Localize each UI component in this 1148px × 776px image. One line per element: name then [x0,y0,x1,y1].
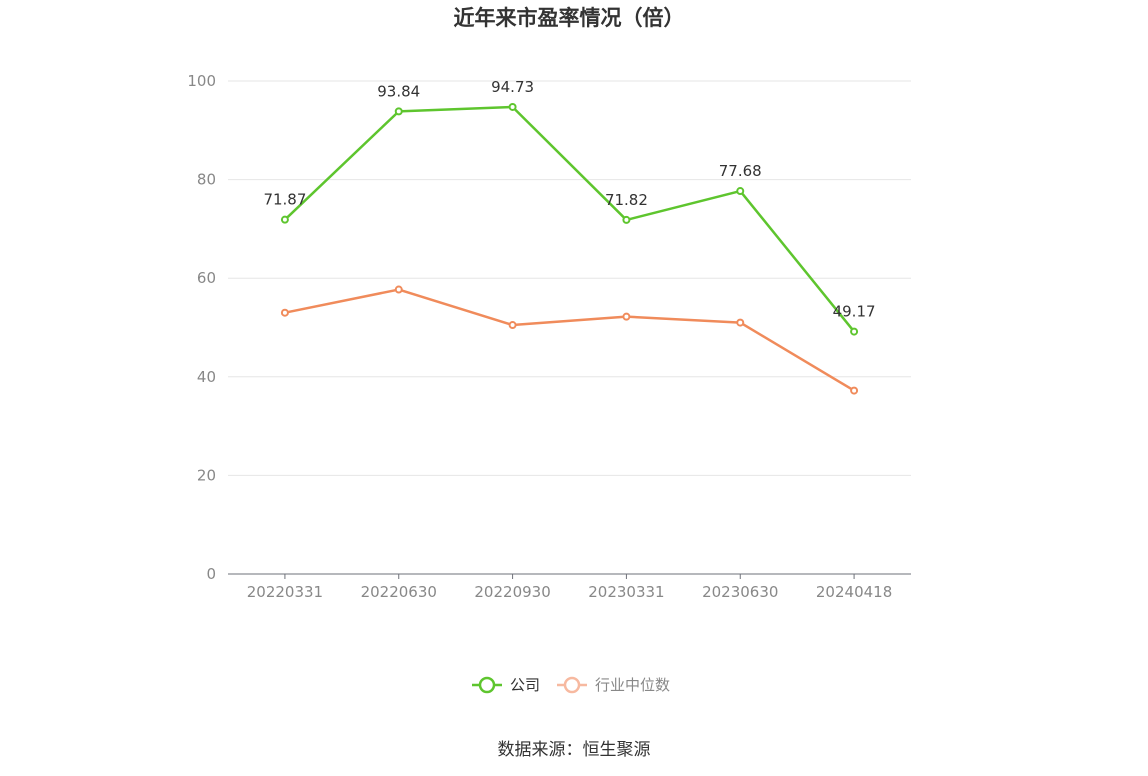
data-label: 93.84 [377,82,420,100]
legend-label: 行业中位数 [595,676,670,694]
data-point[interactable] [850,327,859,336]
data-point[interactable] [394,285,403,294]
legend: 公司 行业中位数 [472,676,670,694]
x-tick-label: 20240418 [816,583,892,601]
series-company: 71.87 93.84 94.73 71.82 77.68 49.17 [263,78,876,336]
legend-item-industry-median[interactable]: 行业中位数 [557,676,670,694]
data-point[interactable] [280,308,289,317]
data-label: 94.73 [491,78,534,96]
legend-label: 公司 [510,676,540,694]
data-label: 71.87 [263,191,306,209]
data-point[interactable] [736,318,745,327]
legend-marker-icon [563,676,581,694]
series-line [284,288,855,392]
y-tick-label: 100 [187,72,216,90]
y-axis: 0 20 40 60 80 100 [187,72,216,583]
series-layer: 71.87 93.84 94.73 71.82 77.68 49.17 [263,78,876,395]
data-point[interactable] [622,312,631,321]
data-label: 49.17 [833,303,876,321]
y-tick-label: 80 [197,171,216,189]
y-tick-label: 20 [197,466,216,484]
data-point[interactable] [508,102,517,111]
data-point[interactable] [736,187,745,196]
series-industry-median [280,285,859,395]
x-tick-label: 20220930 [474,583,550,601]
source-note: 数据来源：恒生聚源 [498,740,651,760]
series-line [284,105,856,333]
grid [228,80,911,476]
legend-marker-icon [478,676,496,694]
data-label: 77.68 [719,162,762,180]
data-point[interactable] [622,215,631,224]
y-tick-label: 40 [197,368,216,386]
data-point[interactable] [508,321,517,330]
x-tick-label: 20230331 [588,583,664,601]
legend-item-company[interactable]: 公司 [472,676,540,694]
data-label: 71.82 [605,191,648,209]
x-tick-label: 20220630 [361,583,437,601]
x-tick-label: 20220331 [247,583,323,601]
data-point[interactable] [850,386,859,395]
x-tick-label: 20230630 [702,583,778,601]
data-point[interactable] [394,107,403,116]
y-tick-label: 60 [197,269,216,287]
x-axis: 20220331 20220630 20220930 20230331 20230630… [228,573,911,601]
chart-title: 近年来市盈率情况（倍） [454,6,685,30]
data-point[interactable] [280,215,289,224]
y-tick-label: 0 [206,565,216,583]
